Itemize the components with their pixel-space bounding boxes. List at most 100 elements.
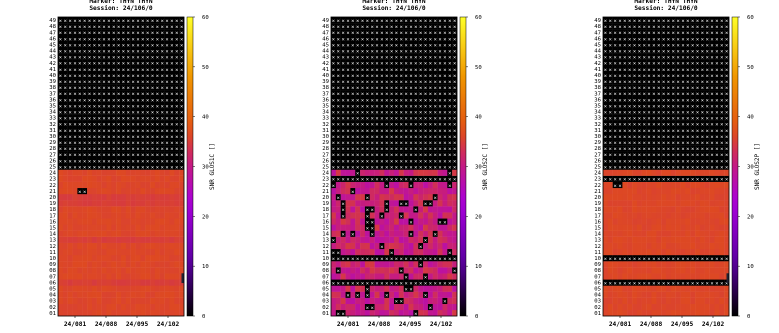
heatmap-cell bbox=[345, 193, 351, 201]
heatmap-cell bbox=[87, 279, 93, 286]
heatmap-cell-nodata bbox=[145, 71, 151, 79]
heatmap-cell-nodata bbox=[413, 279, 419, 286]
nodata-mark: × bbox=[385, 128, 388, 134]
nodata-mark: × bbox=[453, 177, 456, 183]
nodata-mark: × bbox=[434, 25, 437, 31]
nodata-mark: × bbox=[390, 159, 393, 165]
heatmap-cell-nodata bbox=[77, 59, 83, 67]
nodata-mark: × bbox=[78, 104, 81, 110]
heatmap-cell-nodata bbox=[374, 102, 380, 109]
y-tick-label: 02 bbox=[322, 305, 329, 311]
nodata-mark: × bbox=[98, 110, 101, 116]
heatmap-cell bbox=[174, 291, 180, 298]
x-tick-label: 24/102 bbox=[430, 321, 453, 328]
nodata-mark: × bbox=[434, 141, 437, 147]
heatmap-cell bbox=[636, 218, 642, 225]
heatmap-cell bbox=[656, 309, 662, 317]
nodata-mark: × bbox=[175, 73, 178, 79]
heatmap-cell bbox=[360, 242, 366, 250]
heatmap-cell bbox=[345, 273, 351, 280]
nodata-mark: × bbox=[341, 165, 344, 171]
nodata-mark: × bbox=[112, 31, 115, 37]
nodata-mark: × bbox=[341, 61, 344, 67]
heatmap-cell-nodata bbox=[106, 151, 112, 158]
heatmap-cell-nodata bbox=[67, 29, 73, 36]
heatmap-cell-nodata bbox=[169, 35, 175, 42]
heatmap-cell bbox=[374, 303, 380, 311]
nodata-mark: × bbox=[652, 159, 655, 165]
nodata-mark: × bbox=[419, 55, 422, 61]
heatmap-cell-nodata bbox=[121, 47, 127, 54]
heatmap-cell-nodata bbox=[413, 90, 419, 97]
nodata-mark: × bbox=[136, 19, 139, 25]
heatmap-cell bbox=[101, 218, 107, 225]
heatmap-cell-nodata bbox=[389, 126, 395, 134]
nodata-mark: × bbox=[136, 49, 139, 55]
heatmap-cell-nodata bbox=[350, 254, 356, 262]
nodata-mark: × bbox=[409, 147, 412, 153]
nodata-mark: × bbox=[180, 61, 183, 67]
nodata-mark: × bbox=[346, 122, 349, 128]
heatmap-cell-nodata bbox=[154, 163, 160, 170]
nodata-mark: × bbox=[385, 31, 388, 37]
heatmap-cell bbox=[685, 218, 691, 225]
nodata-mark: × bbox=[366, 195, 369, 201]
nodata-mark: × bbox=[361, 98, 364, 104]
nodata-mark: × bbox=[409, 80, 412, 86]
nodata-mark: × bbox=[390, 110, 393, 116]
nodata-mark: × bbox=[83, 80, 86, 86]
nodata-mark: × bbox=[131, 165, 134, 171]
heatmap-cell bbox=[140, 248, 146, 256]
heatmap-cell bbox=[709, 242, 715, 250]
heatmap-cell bbox=[432, 309, 438, 317]
heatmap-cell-nodata bbox=[374, 175, 380, 182]
nodata-mark: × bbox=[424, 86, 427, 92]
heatmap-cell bbox=[345, 242, 351, 250]
heatmap-cell-nodata bbox=[58, 41, 64, 48]
nodata-mark: × bbox=[356, 92, 359, 98]
nodata-mark: × bbox=[78, 31, 81, 37]
heatmap-cell-nodata bbox=[140, 139, 146, 146]
heatmap-cell bbox=[394, 169, 400, 176]
heatmap-cell-nodata bbox=[125, 132, 131, 140]
nodata-mark: × bbox=[366, 92, 369, 98]
heatmap-cell-nodata bbox=[418, 175, 424, 182]
nodata-mark: × bbox=[371, 226, 374, 232]
heatmap-cell bbox=[179, 242, 185, 250]
heatmap-cell-nodata bbox=[427, 163, 433, 170]
nodata-mark: × bbox=[725, 256, 728, 262]
heatmap-cell-nodata bbox=[62, 157, 68, 164]
heatmap-cell bbox=[169, 279, 175, 286]
heatmap-cell bbox=[96, 193, 102, 201]
nodata-mark: × bbox=[64, 67, 67, 73]
heatmap-cell bbox=[135, 309, 141, 317]
heatmap-cell bbox=[617, 303, 623, 311]
heatmap-cell-nodata bbox=[135, 145, 141, 152]
nodata-mark: × bbox=[127, 128, 130, 134]
heatmap-cell bbox=[150, 309, 156, 317]
heatmap-cell bbox=[427, 297, 433, 304]
heatmap-cell-nodata bbox=[413, 108, 419, 115]
nodata-mark: × bbox=[107, 159, 110, 165]
nodata-mark: × bbox=[361, 43, 364, 49]
heatmap-cell-nodata bbox=[87, 102, 93, 109]
nodata-mark: × bbox=[443, 110, 446, 116]
heatmap-cell-nodata bbox=[62, 96, 68, 103]
heatmap-cell-nodata bbox=[116, 120, 122, 128]
heatmap-cell bbox=[82, 224, 88, 231]
heatmap-cell-nodata bbox=[130, 78, 136, 85]
nodata-mark: × bbox=[681, 165, 684, 171]
y-tick-label: 26 bbox=[49, 158, 56, 164]
heatmap-cell-nodata bbox=[345, 163, 351, 170]
nodata-mark: × bbox=[400, 147, 403, 153]
nodata-mark: × bbox=[112, 128, 115, 134]
heatmap-cell-nodata bbox=[432, 126, 438, 134]
heatmap-cell bbox=[150, 218, 156, 225]
heatmap-cell bbox=[447, 193, 453, 201]
nodata-mark: × bbox=[131, 147, 134, 153]
nodata-mark: × bbox=[341, 147, 344, 153]
heatmap-cell bbox=[603, 267, 609, 274]
heatmap-cell bbox=[432, 212, 438, 219]
heatmap-cell bbox=[709, 303, 715, 311]
nodata-mark: × bbox=[341, 43, 344, 49]
